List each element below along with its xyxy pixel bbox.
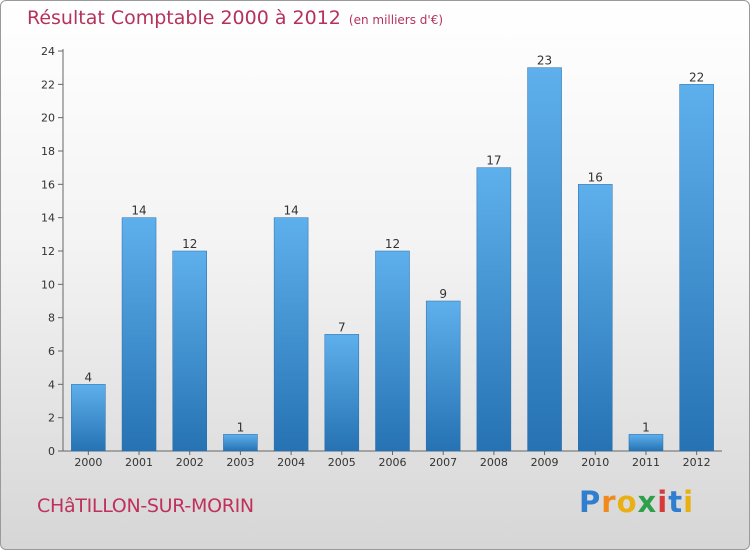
x-tick-label-2003: 2003: [226, 456, 254, 469]
proxiti-logo: Proxiti: [579, 485, 694, 519]
x-tick-label-2005: 2005: [328, 456, 356, 469]
x-tick-label-2008: 2008: [480, 456, 508, 469]
bar-2008: [476, 167, 512, 452]
value-label-2011: 1: [642, 420, 650, 434]
x-tick-label-2007: 2007: [429, 456, 457, 469]
logo-letter: o: [616, 485, 638, 519]
y-tick-label: 8: [48, 312, 55, 325]
bar-2011: [628, 434, 664, 452]
logo-letter: i: [657, 485, 669, 519]
value-label-2006: 12: [385, 237, 400, 251]
logo-letter: i: [683, 485, 695, 519]
logo-letter: P: [579, 485, 602, 519]
value-label-2004: 14: [283, 204, 298, 218]
x-tick-label-2002: 2002: [176, 456, 204, 469]
value-label-2008: 17: [486, 154, 501, 168]
y-tick-label: 6: [48, 345, 55, 358]
value-label-2010: 16: [588, 170, 603, 184]
value-label-2005: 7: [338, 320, 346, 334]
y-tick-label: 4: [48, 378, 55, 391]
y-tick-label: 2: [48, 412, 55, 425]
subtitle-text: (en milliers d'€): [348, 13, 444, 27]
value-label-2012: 22: [689, 70, 704, 84]
y-tick-label: 18: [41, 145, 55, 158]
chart-title: Résultat Comptable 2000 à 2012 (en millie…: [27, 7, 443, 29]
title-text: Résultat Comptable 2000 à 2012: [27, 7, 341, 29]
y-tick-label: 14: [41, 212, 55, 225]
value-label-2000: 4: [85, 370, 93, 384]
bar-2010: [578, 184, 613, 452]
y-tick-label: 0: [48, 445, 55, 458]
bar-2007: [425, 300, 461, 452]
value-label-2003: 1: [237, 420, 245, 434]
y-tick-label: 12: [41, 245, 55, 258]
y-tick-label: 16: [41, 178, 55, 191]
y-tick-label: 10: [41, 278, 55, 291]
y-tick-label: 24: [41, 45, 55, 58]
bar-2004: [273, 217, 309, 452]
value-label-2002: 12: [182, 237, 197, 251]
bar-2009: [527, 67, 562, 452]
bar-2000: [71, 384, 106, 452]
bar-2005: [324, 334, 360, 452]
value-label-2009: 23: [537, 54, 552, 68]
logo-letter: r: [601, 485, 617, 519]
value-label-2007: 9: [439, 287, 447, 301]
bar-2003: [223, 434, 258, 452]
x-tick-label-2009: 2009: [531, 456, 559, 469]
y-tick-label: 22: [41, 78, 55, 91]
bar-2002: [172, 250, 207, 452]
bar-2012: [679, 84, 714, 452]
x-tick-label-2004: 2004: [277, 456, 305, 469]
x-tick-label-2011: 2011: [632, 456, 660, 469]
x-tick-label-2006: 2006: [379, 456, 407, 469]
bar-2001: [121, 217, 157, 452]
x-tick-label-2001: 2001: [125, 456, 153, 469]
bar-2006: [375, 250, 410, 452]
y-tick-label: 20: [41, 112, 55, 125]
x-tick-label-2012: 2012: [683, 456, 711, 469]
logo-letter: x: [637, 485, 658, 519]
x-tick-label-2010: 2010: [581, 456, 609, 469]
value-label-2001: 14: [131, 204, 146, 218]
commune-name: CHâTILLON-SUR-MORIN: [37, 495, 254, 517]
logo-letter: t: [668, 485, 684, 519]
x-tick-label-2000: 2000: [74, 456, 102, 469]
